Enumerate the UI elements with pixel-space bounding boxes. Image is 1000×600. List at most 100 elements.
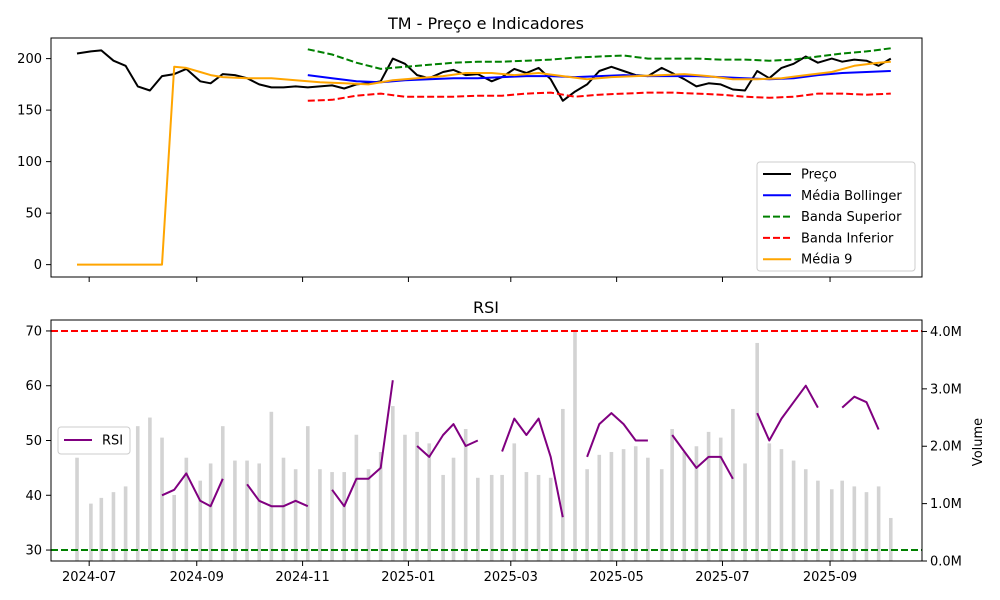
volume-bar — [245, 460, 249, 561]
volume-bar — [220, 426, 225, 561]
volume-bar — [160, 437, 164, 561]
price-x-ticks — [88, 277, 831, 282]
volume-y-tick-label: 0.0M — [930, 555, 962, 570]
x-tick-label: 2025-07 — [695, 570, 749, 585]
rsi-y-tick-label: 30 — [25, 544, 42, 559]
volume-bar — [184, 457, 189, 561]
volume-bar — [500, 474, 504, 561]
volume-bar — [670, 429, 674, 561]
price-chart-title: TM - Preço e Indicadores — [387, 14, 584, 33]
volume-bar — [512, 443, 517, 561]
x-tick-label: 2025-03 — [484, 570, 538, 585]
volume-bar — [864, 492, 869, 561]
volume-bar — [123, 486, 128, 561]
volume-bar — [803, 469, 808, 561]
volume-y-axis: 0.0M 1.0M 2.0M 3.0M 4.0M — [922, 325, 962, 570]
rsi-y-tick-label: 60 — [25, 379, 42, 394]
volume-bar — [233, 460, 237, 561]
legend-label-banda-inferior: Banda Inferior — [801, 231, 894, 246]
volume-bar — [597, 454, 602, 561]
rsi-line-segment — [841, 395, 880, 430]
series-line-banda-superior — [307, 47, 891, 70]
volume-bar — [840, 480, 844, 561]
volume-bar — [135, 426, 140, 561]
volume-bar — [89, 503, 93, 561]
price-y-tick-label: 150 — [17, 104, 42, 119]
volume-bar — [755, 342, 759, 561]
volume-bar — [718, 437, 723, 561]
volume-bar — [852, 486, 857, 561]
rsi-line-segment — [331, 380, 394, 508]
volume-bar — [111, 492, 116, 561]
rsi-line-segment — [416, 423, 479, 458]
volume-bar — [524, 472, 529, 561]
volume-bar — [646, 457, 650, 561]
volume-bar — [427, 443, 432, 561]
rsi-panel: RSI 30 40 50 60 70 0.0M 1.0M 2.0M 3.0M 4.0M 2024… — [25, 298, 986, 585]
legend-label-media-9: Média 9 — [801, 253, 852, 268]
series-line-preco — [76, 49, 892, 102]
price-plot-frame — [50, 37, 923, 278]
rsi-line-segment — [671, 434, 734, 480]
volume-bar — [743, 463, 747, 561]
x-tick-label: 2025-05 — [589, 570, 643, 585]
legend-label-preco: Preço — [801, 168, 837, 183]
volume-bar — [257, 463, 262, 561]
rsi-line-segment — [586, 412, 648, 458]
price-legend: Preço Média Bollinger Banda Superior Banda … — [756, 161, 916, 272]
rsi-legend-box — [57, 426, 131, 455]
volume-bar — [489, 474, 494, 561]
rsi-reference-lines — [51, 329, 922, 552]
volume-y-tick-label: 1.0M — [930, 497, 962, 512]
volume-bar — [342, 472, 347, 561]
legend-label-rsi: RSI — [102, 434, 123, 449]
rsi-line — [161, 380, 880, 518]
rsi-y-tick-label: 70 — [25, 324, 42, 339]
series-line-banda-inferior — [307, 91, 891, 102]
volume-bar — [208, 463, 213, 561]
volume-bar — [281, 457, 286, 561]
volume-bar — [198, 480, 203, 561]
volume-bar — [767, 443, 772, 561]
volume-bar — [573, 331, 577, 561]
volume-bar — [330, 472, 334, 561]
volume-bar — [463, 429, 468, 561]
volume-bar — [779, 449, 784, 561]
volume-bar — [633, 446, 638, 561]
volume-bar — [441, 474, 445, 561]
price-panel: TM - Preço e Indicadores 0 50 100 150 200 Pr… — [17, 14, 923, 282]
x-tick-label: 2024-07 — [62, 570, 116, 585]
volume-bar — [293, 469, 298, 561]
volume-bar — [354, 434, 359, 561]
rsi-y-axis: 30 40 50 60 70 — [25, 324, 51, 559]
volume-bar — [682, 451, 687, 561]
volume-y-tick-label: 2.0M — [930, 440, 962, 455]
volume-bar — [476, 477, 480, 561]
volume-bar — [148, 417, 152, 561]
volume-bar — [75, 457, 79, 561]
volume-bar — [391, 406, 395, 561]
volume-bar — [415, 431, 419, 561]
volume-bar — [269, 411, 274, 561]
volume-bar — [876, 486, 881, 561]
volume-bar — [694, 446, 699, 561]
volume-bar — [731, 408, 735, 561]
x-tick-label: 2025-01 — [381, 570, 435, 585]
rsi-line-segment — [756, 384, 819, 442]
rsi-plot-frame — [50, 319, 923, 562]
volume-bar — [791, 460, 796, 561]
volume-bar — [816, 480, 820, 561]
rsi-chart-title: RSI — [473, 298, 499, 317]
series-line-media-bollinger — [307, 70, 891, 84]
volume-bar — [829, 489, 834, 561]
volume-bar — [366, 469, 371, 561]
volume-bar — [305, 426, 310, 561]
volume-bar — [536, 474, 541, 561]
rsi-line-segment — [501, 417, 564, 518]
volume-bar — [561, 408, 565, 561]
legend-label-media-bollinger: Média Bollinger — [801, 189, 902, 204]
volume-y-tick-label: 3.0M — [930, 382, 962, 397]
rsi-line-segment — [161, 472, 224, 508]
volume-bar — [378, 451, 383, 561]
